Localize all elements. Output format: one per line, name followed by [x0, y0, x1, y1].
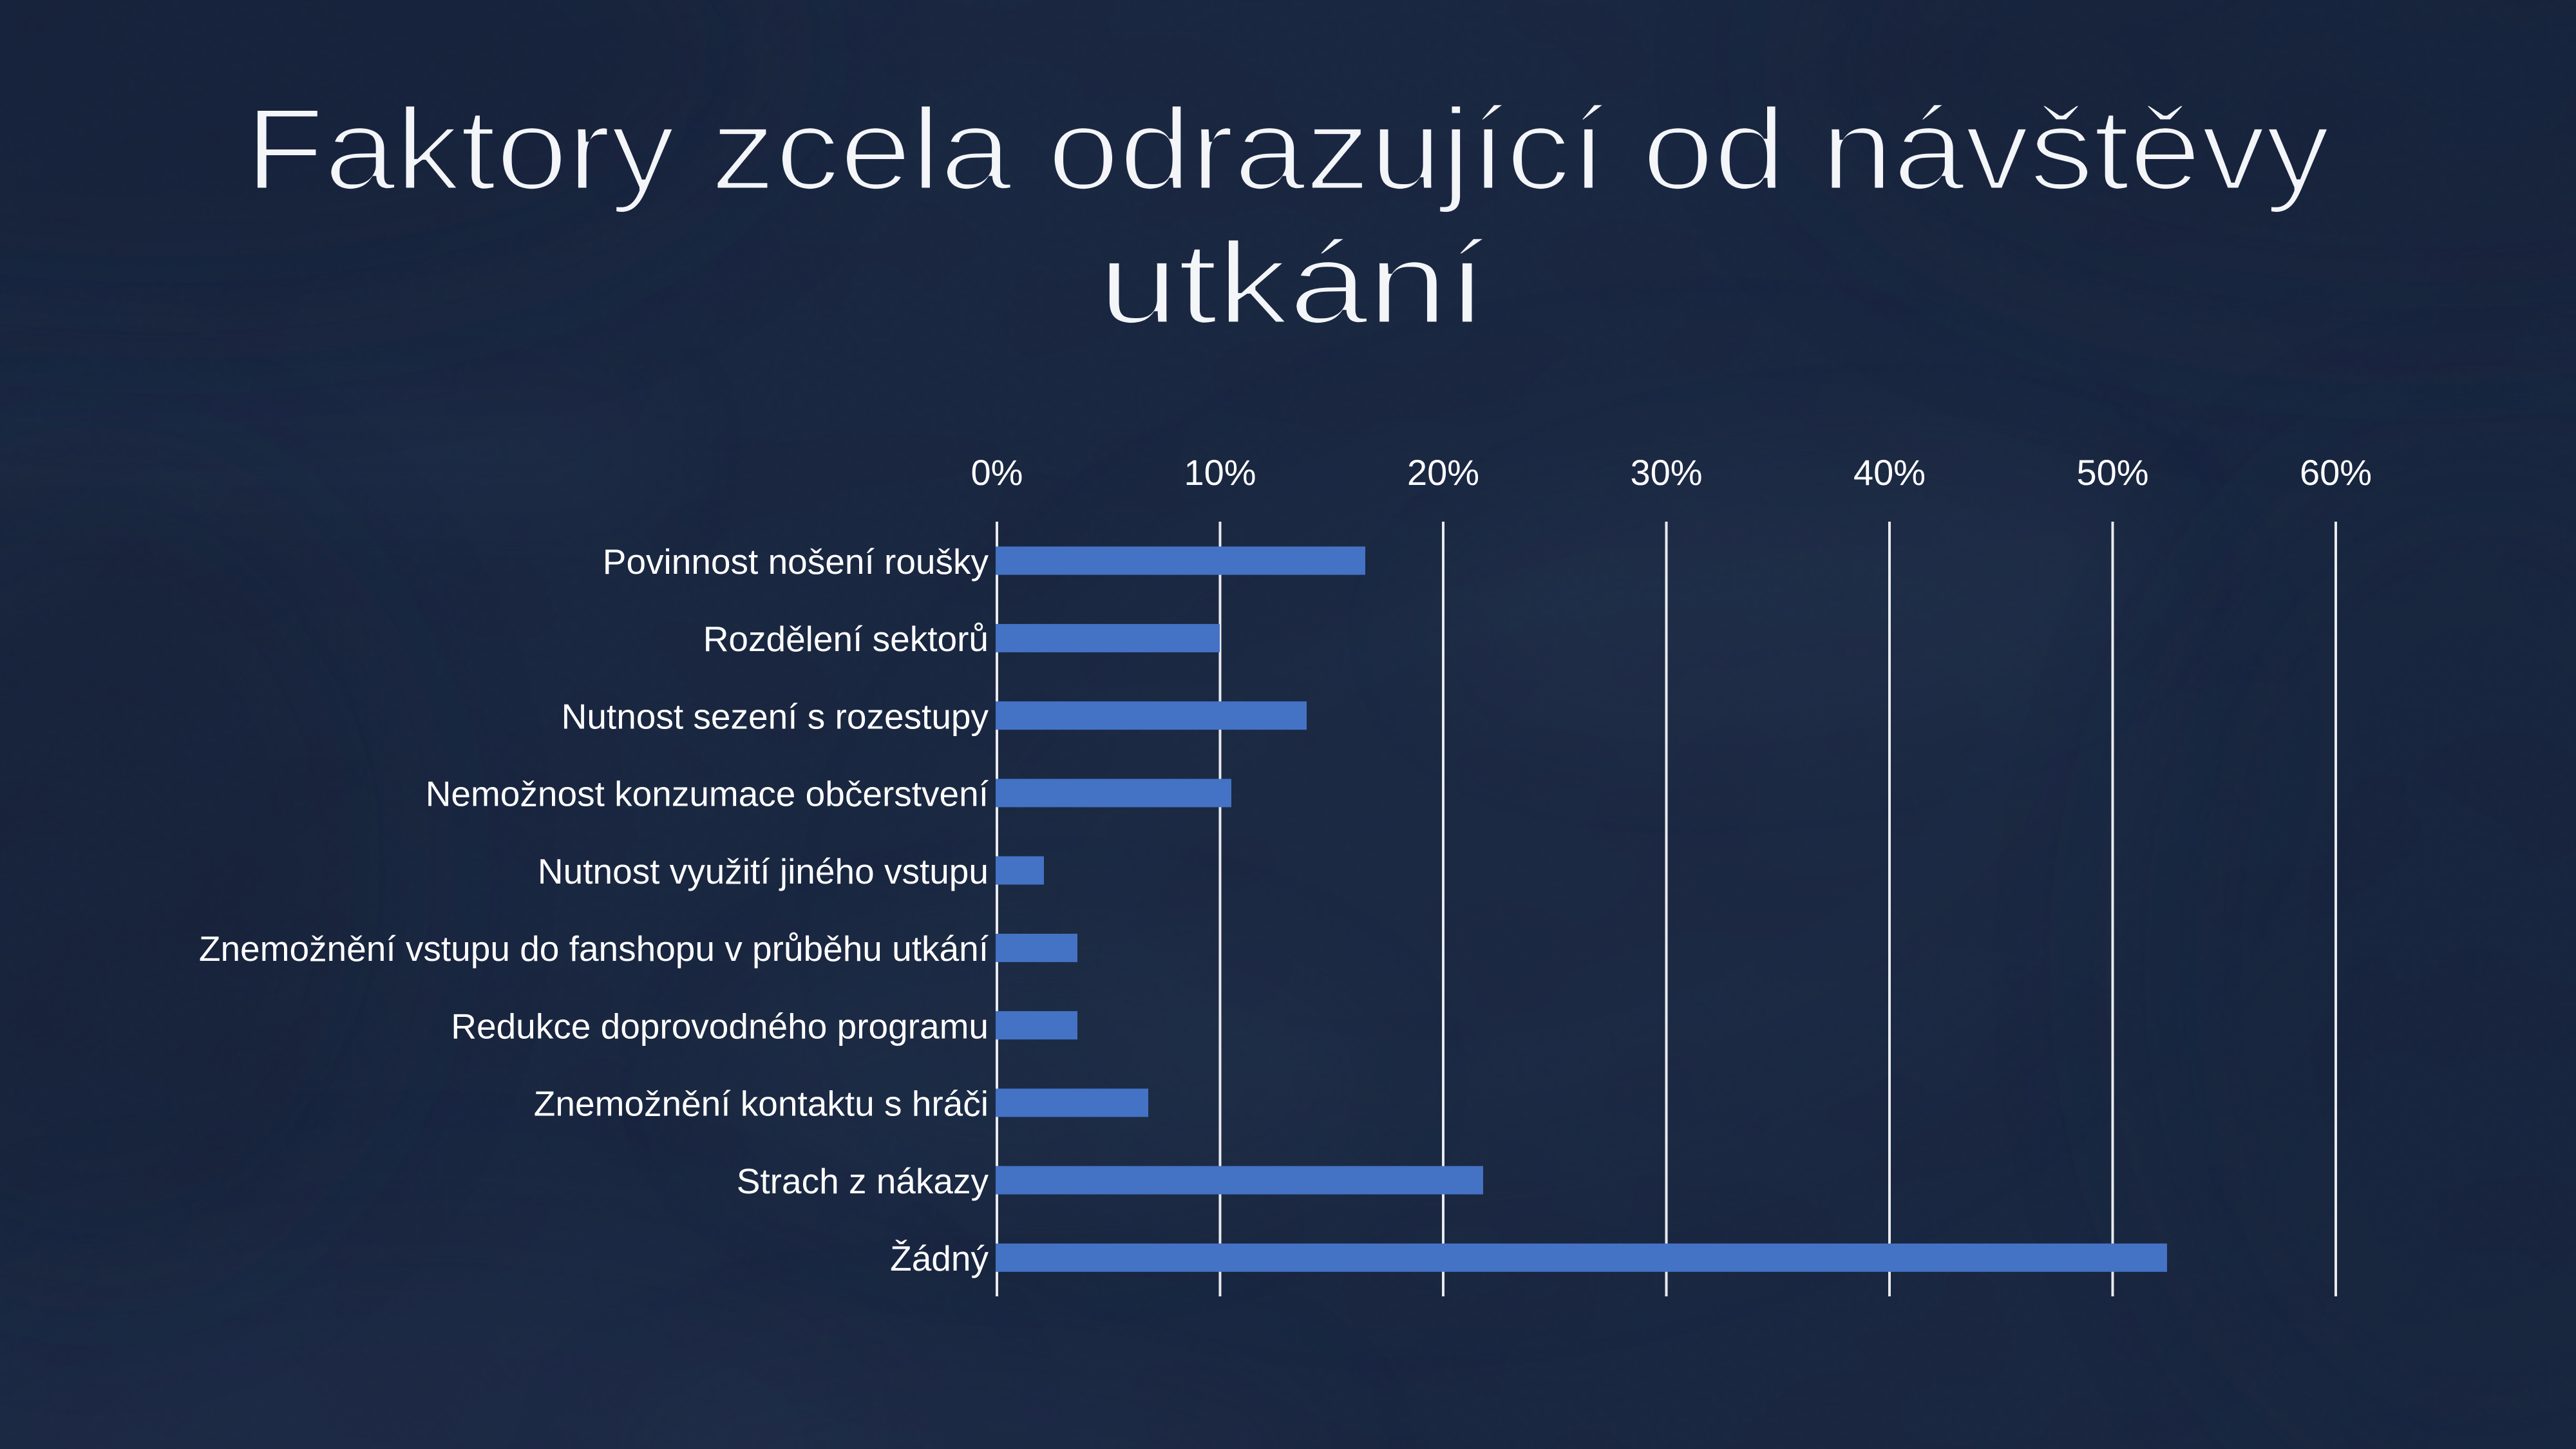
svg-text:50%: 50%	[2076, 452, 2148, 493]
svg-text:Redukce doprovodného programu: Redukce doprovodného programu	[451, 1007, 989, 1046]
svg-text:Žádný: Žádný	[890, 1238, 989, 1278]
svg-text:60%: 60%	[2300, 452, 2372, 493]
svg-text:Znemožnění kontaktu s hráči: Znemožnění kontaktu s hráči	[534, 1084, 989, 1124]
svg-text:Nemožnost konzumace občerstven: Nemožnost konzumace občerstvení	[426, 774, 989, 814]
svg-text:30%: 30%	[1630, 452, 1702, 493]
svg-text:Nutnost využití jiného vstupu: Nutnost využití jiného vstupu	[538, 851, 989, 891]
svg-text:Strach z nákazy: Strach z nákazy	[737, 1161, 989, 1201]
svg-text:20%: 20%	[1407, 452, 1479, 493]
svg-text:Faktory zcela odrazující od ná: Faktory zcela odrazující od návštěvy	[245, 84, 2331, 214]
svg-text:10%: 10%	[1184, 452, 1256, 493]
svg-text:Nutnost sezení s rozestupy: Nutnost sezení s rozestupy	[562, 697, 989, 737]
svg-text:Znemožnění vstupu do fanshopu: Znemožnění vstupu do fanshopu v průběhu …	[199, 929, 989, 969]
svg-text:utkání: utkání	[1099, 218, 1487, 348]
svg-text:Povinnost nošení roušky: Povinnost nošení roušky	[603, 542, 989, 582]
svg-text:0%: 0%	[971, 452, 1023, 493]
svg-text:40%: 40%	[1853, 452, 1926, 493]
svg-text:Rozdělení sektorů: Rozdělení sektorů	[703, 619, 989, 659]
